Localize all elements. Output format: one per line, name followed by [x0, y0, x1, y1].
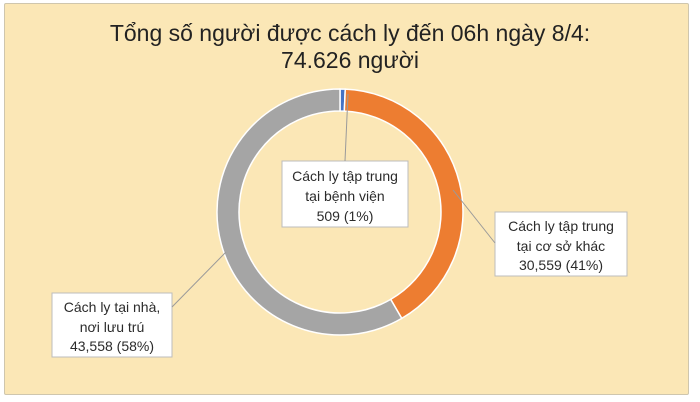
callout-home-leader	[171, 251, 227, 308]
label-hospital-value: 509 (1%)	[317, 208, 374, 224]
label-facility-line-2: tại cơ sở khác	[517, 238, 605, 254]
callout-facility-box	[494, 211, 628, 277]
label-facility-line-1: Cách ly tập trung	[508, 218, 614, 234]
label-hospital-line-1: Cách ly tập trung	[292, 168, 398, 184]
label-home-value: 43,558 (58%)	[70, 338, 154, 354]
label-home-line-1: Cách ly tại nhà,	[64, 299, 161, 315]
callout-facility-leader	[452, 189, 496, 244]
callout-home: Cách ly tại nhà, nơi lưu trú 43,558 (58%…	[51, 251, 227, 358]
slice-home	[216, 88, 403, 336]
callout-hospital: Cách ly tập trung tại bệnh viện 509 (1%)	[281, 93, 409, 228]
donut-slices	[216, 88, 464, 336]
callout-home-box	[51, 292, 173, 358]
chart-title-line-2: 74.626 người	[281, 47, 419, 73]
label-hospital-line-2: tại bệnh viện	[305, 188, 384, 204]
callout-facility: Cách ly tập trung tại cơ sở khác 30,559 …	[452, 189, 628, 277]
label-home-line-2: nơi lưu trú	[80, 319, 144, 335]
chart-title-line-1: Tổng số người được cách ly đến 06h ngày …	[109, 20, 591, 46]
label-facility-value: 30,559 (41%)	[519, 257, 603, 273]
callout-hospital-box	[281, 160, 409, 228]
callout-hospital-leader	[344, 93, 349, 162]
